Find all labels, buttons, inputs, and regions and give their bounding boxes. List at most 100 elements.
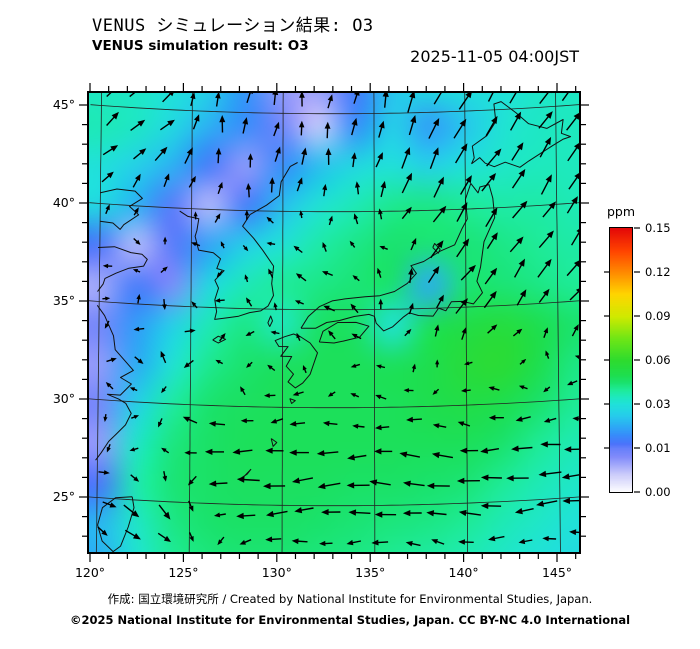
wind-arrow-head [347,454,355,461]
wind-arrow-head [110,357,117,363]
wind-arrow-head [432,266,440,274]
wind-arrow-shaft [485,120,496,137]
wind-arrow-shaft [509,92,518,104]
wind-arrow-head [456,477,465,484]
wind-arrow-shaft [511,173,523,189]
wind-arrow-head [348,509,357,516]
grid-meridian-130 [281,92,284,553]
wind-arrow-shaft [271,510,288,516]
wind-arrow-head [435,359,440,365]
wind-arrow-shaft [486,152,499,167]
colorbar-tick-label: 0.12 [645,265,671,279]
wind-arrow-head [164,173,170,181]
wind-arrow-head [325,147,332,155]
colorbar-tick-label: 0.15 [645,221,671,235]
wind-arrow-head [194,114,200,122]
wind-arrow-head [379,245,385,250]
wind-arrow-head [232,448,241,455]
wind-arrow-head [273,302,278,308]
wind-arrow-head [110,145,119,152]
wind-arrow-head [296,332,301,339]
wind-arrow-shaft [513,262,524,278]
wind-arrow-head [375,424,382,431]
wind-arrow-head [543,417,551,423]
wind-arrow-head [460,143,468,152]
colorbar-tick-label: 0.03 [645,397,671,411]
wind-arrow-shaft [567,473,580,478]
wind-arrow-head [321,509,329,516]
wind-arrow-head [376,364,382,369]
wind-arrow-head [298,120,305,128]
wind-arrow-shaft [458,94,470,110]
coastline-kyushu [274,333,318,389]
wind-arrow-head [319,540,326,547]
colorbar-tick-label: 0.00 [645,485,671,499]
page-title-japanese: VENUS シミュレーション結果: O3 [92,16,374,36]
coastline-tsushima [267,315,273,327]
wind-arrow-head [214,512,221,518]
wind-arrow-shaft [404,453,421,458]
wind-arrow-head [461,327,467,334]
wind-arrow-head [488,386,495,391]
wind-arrow-head [240,418,247,424]
wind-arrows [97,92,580,547]
wind-arrow-head [236,476,245,483]
wind-arrow-head [545,350,550,356]
wind-arrow-head [489,290,497,299]
lon-tick-label: 120° [75,565,105,580]
wind-arrow-head [458,539,465,545]
wind-arrow-head [402,510,411,517]
wind-arrow-shaft [428,122,438,139]
wind-arrow-head [350,393,356,398]
wind-arrow-head [459,447,468,454]
wind-arrow-shaft [353,511,371,514]
grid-meridian-120 [95,92,102,553]
wind-arrow-head [434,324,440,331]
wind-arrow-shaft [106,92,113,98]
wind-arrow-head [506,475,514,482]
wind-arrow-shaft [408,119,415,136]
wind-arrow-shaft [401,152,409,169]
wind-arrow-head [569,529,577,536]
wind-arrow-shaft [242,478,260,482]
wind-arrow-head [538,470,547,478]
wind-arrow-shaft [407,95,414,113]
wind-arrow-head [351,117,358,126]
wind-arrow-head [465,92,472,99]
coastline-taiwan [97,496,135,553]
wind-arrow-head [369,479,378,486]
wind-arrow-shaft [246,92,252,104]
wind-arrow-head [378,120,385,129]
wind-arrow-head [289,421,297,427]
wind-arrow-head [106,446,111,453]
wind-arrow-head [270,418,278,424]
wind-arrow-head [322,420,330,427]
wind-arrow-shaft [460,268,473,281]
wind-arrow-shaft [568,175,579,190]
wind-arrow-shaft [566,263,579,277]
wind-arrow-head [411,237,417,245]
wind-arrow-shaft [433,92,443,105]
wind-arrow-shaft [485,211,496,228]
wind-arrow-head [404,147,411,156]
wind-arrow-head [377,267,382,274]
lon-tick-label: 125° [168,565,198,580]
wind-arrow-head [275,146,281,154]
wind-arrow-head [236,512,244,520]
wind-arrow-shaft [567,146,579,162]
grid-meridian-140 [464,92,469,553]
footer-credit: 作成: 国立環境研究所 / Created by National Instit… [107,592,593,606]
wind-arrow-head [327,94,333,102]
wind-arrow-head [399,451,408,458]
wind-arrow-shaft [323,482,341,487]
wind-arrow-head [263,482,271,490]
colorbar-canvas [610,228,632,492]
wind-arrow-head [322,183,328,191]
wind-arrow-head [189,328,196,334]
wind-arrow-head [269,177,275,184]
coastline-china-east-coast [95,305,134,461]
lon-tick-label: 140° [449,565,479,580]
wind-arrow-shaft [432,209,444,223]
wind-arrow-head [193,211,198,217]
